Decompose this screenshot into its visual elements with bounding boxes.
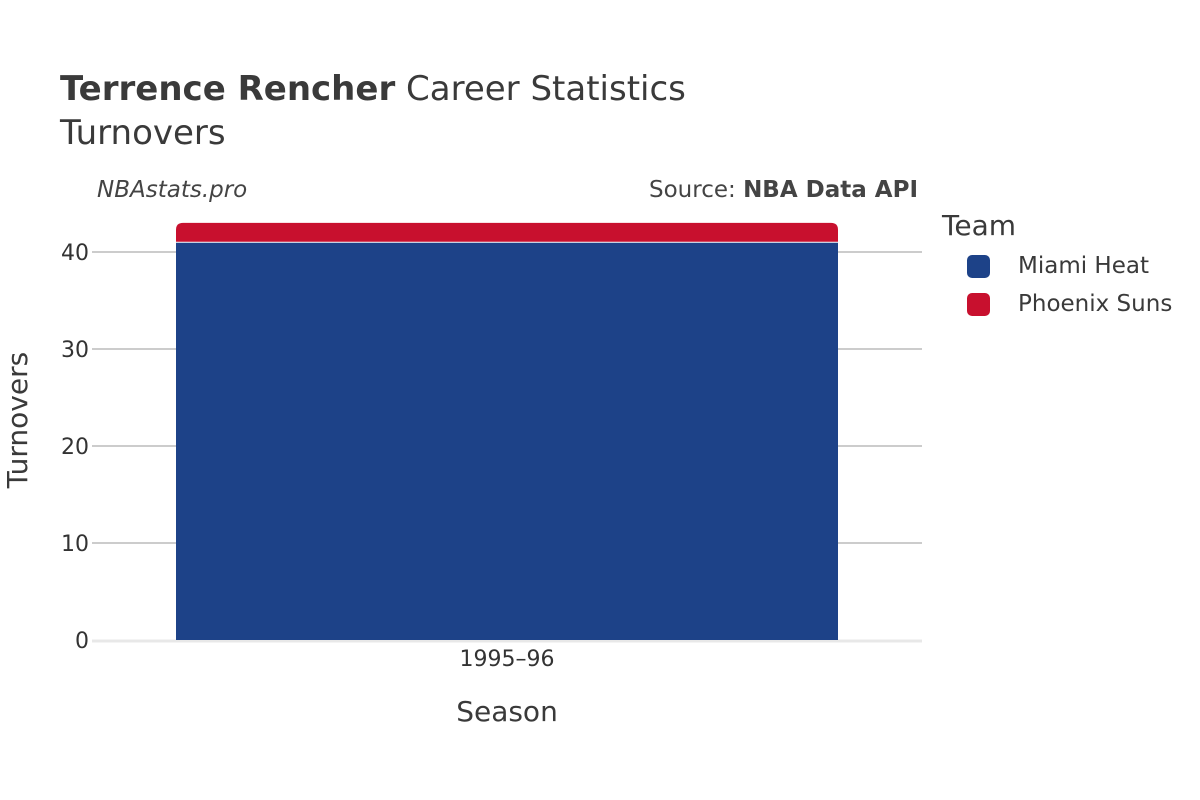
- y-tick-label: 30: [61, 338, 89, 363]
- legend-label-miami-heat: Miami Heat: [1018, 253, 1149, 279]
- legend-swatch-phoenix-suns: [967, 292, 990, 316]
- source-prefix: Source:: [649, 177, 744, 203]
- legend-title: Team: [942, 209, 1017, 242]
- title-suffix: Career Statistics: [395, 69, 686, 109]
- y-tick-label: 0: [75, 629, 89, 654]
- bar-miami-heat: [176, 242, 838, 641]
- chart-plot: 0 10 20 30 40 1995–96 Season Turnovers: [1, 222, 922, 728]
- site-watermark: NBAstats.pro: [97, 177, 248, 203]
- source-credit: Source: NBA Data API: [649, 177, 918, 203]
- bar-phoenix-suns: [176, 222, 838, 243]
- player-name: Terrence Rencher: [60, 69, 396, 109]
- legend-swatch-miami-heat: [967, 254, 990, 278]
- y-axis-title: Turnovers: [1, 352, 34, 489]
- chart-title: Terrence Rencher Career Statistics: [60, 68, 686, 110]
- y-tick-label: 40: [61, 241, 89, 266]
- chart-subtitle: Turnovers: [60, 113, 226, 153]
- legend-label-phoenix-suns: Phoenix Suns: [1018, 291, 1173, 317]
- y-tick-label: 10: [61, 532, 89, 557]
- legend-item-miami-heat[interactable]: Miami Heat: [967, 253, 1149, 279]
- y-tick-label: 20: [61, 435, 89, 460]
- legend-item-phoenix-suns[interactable]: Phoenix Suns: [967, 291, 1172, 317]
- x-axis-title: Season: [456, 695, 558, 728]
- x-tick-label: 1995–96: [460, 647, 555, 672]
- source-name: NBA Data API: [743, 177, 918, 203]
